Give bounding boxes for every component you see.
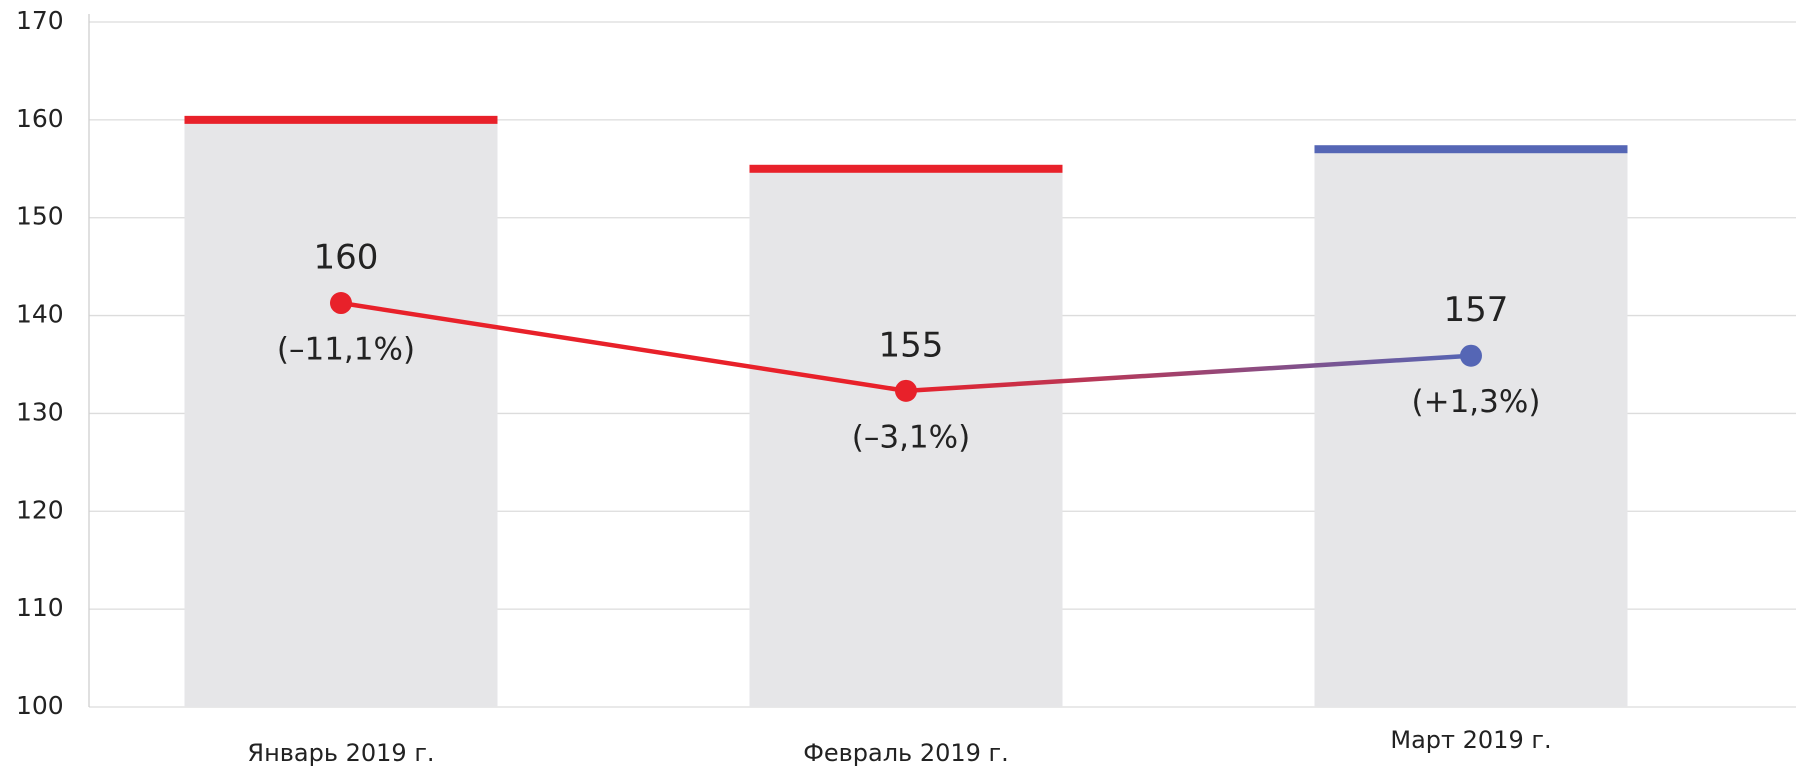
y-tick-label: 120 [16, 495, 64, 524]
data-label: 155 [879, 325, 944, 365]
x-tick-label: Январь 2019 г. [247, 739, 434, 766]
x-tick-label: Февраль 2019 г. [803, 739, 1009, 766]
y-tick-label: 100 [16, 691, 64, 720]
line-point [329, 292, 352, 315]
bar [1314, 149, 1628, 707]
line-point [894, 379, 917, 402]
bar [184, 119, 498, 708]
bar [749, 168, 1063, 708]
x-tick-label: Март 2019 г. [1390, 726, 1551, 754]
line-segment [905, 353, 1472, 394]
bar-cap [749, 164, 1063, 173]
data-label: 160 [314, 238, 379, 278]
change-label: (–11,1%) [277, 332, 415, 368]
y-tick-label: 130 [16, 397, 64, 426]
line-segment [340, 300, 907, 394]
y-tick-label: 110 [16, 593, 64, 622]
line-point [1459, 344, 1482, 367]
y-tick-label: 170 [16, 6, 64, 35]
bar-cap [184, 115, 498, 124]
y-tick-label: 140 [16, 300, 64, 329]
change-label: (+1,3%) [1412, 384, 1541, 420]
bar-cap [1314, 145, 1628, 154]
y-tick-label: 160 [16, 104, 64, 133]
y-tick-label: 150 [16, 202, 64, 231]
data-label: 157 [1444, 290, 1509, 330]
change-label: (–3,1%) [852, 419, 970, 455]
